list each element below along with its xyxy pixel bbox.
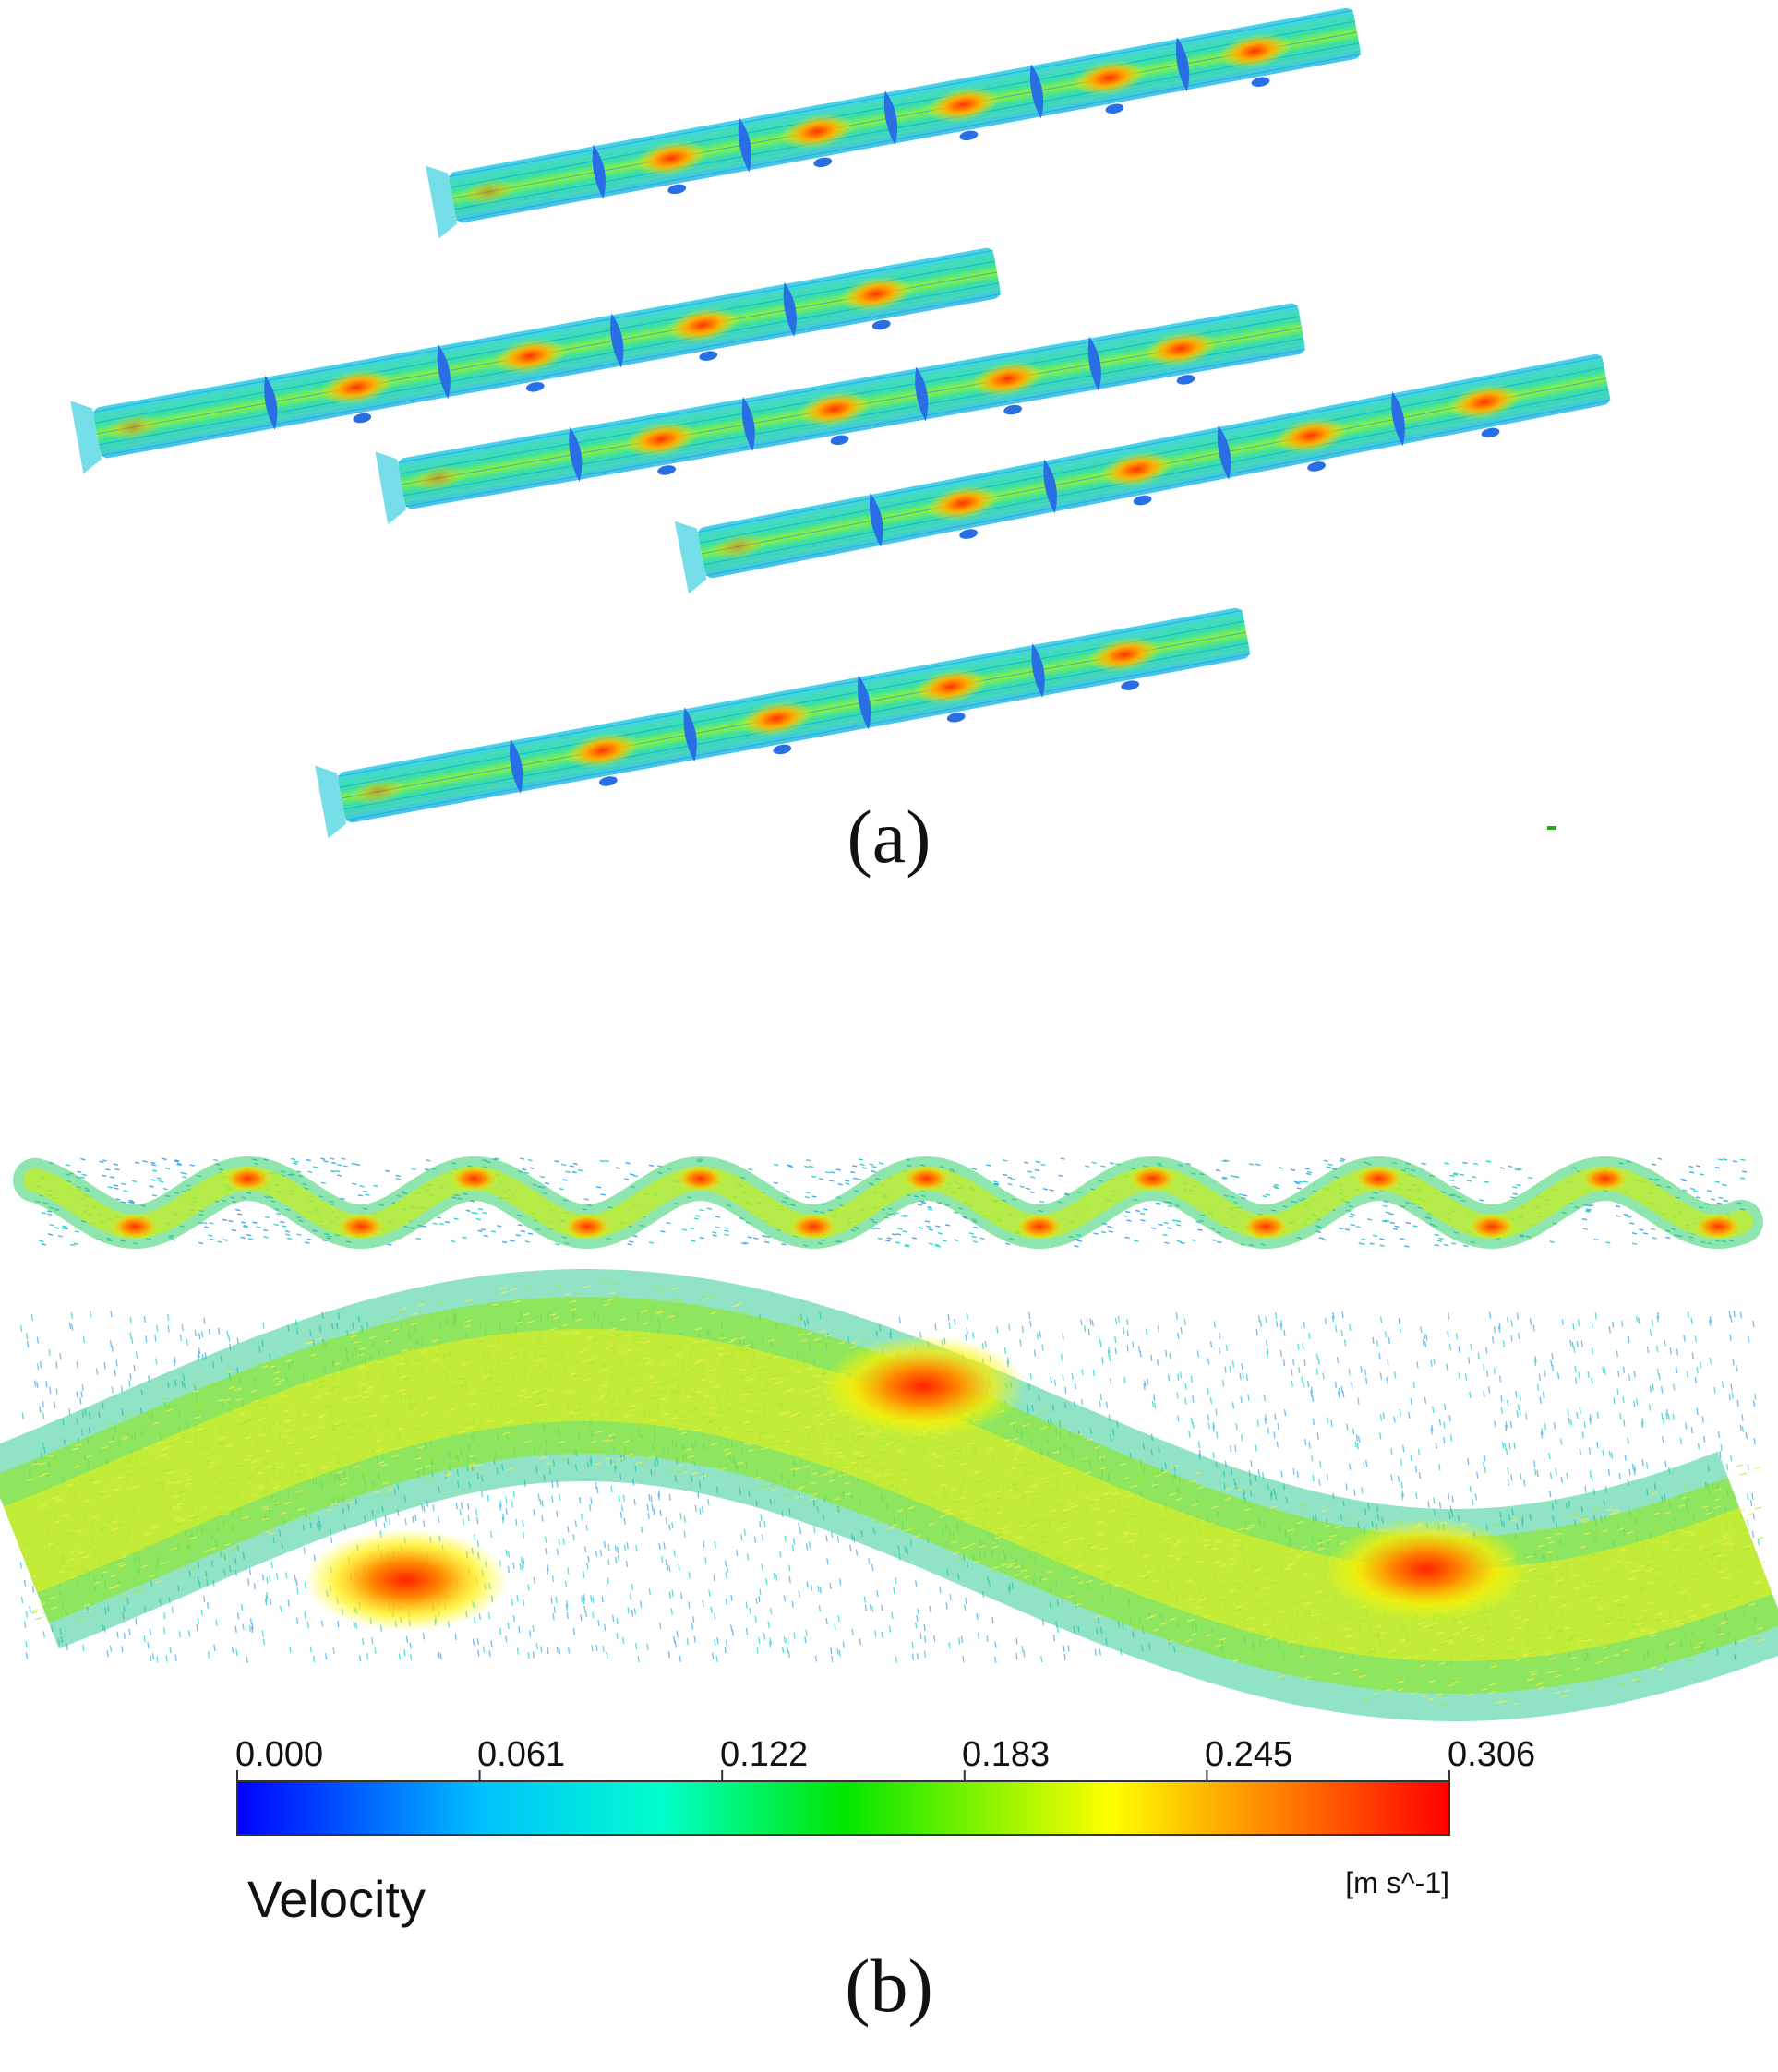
colorbar-ticks [236, 1770, 1450, 1781]
velocity-hotspot [1242, 1214, 1291, 1240]
colorbar-tick-label: 0.245 [1205, 1735, 1293, 1774]
velocity-hotspot [1580, 1166, 1629, 1192]
colorbar [236, 1780, 1450, 1836]
velocity-hotspot [1015, 1214, 1064, 1240]
colorbar-unit: [m s^-1] [1345, 1866, 1449, 1899]
colorbar-title: Velocity [247, 1870, 426, 1928]
tube [426, 7, 1362, 239]
baffle [915, 366, 929, 422]
velocity-hotspot [1468, 1214, 1517, 1240]
velocity-hotspot [337, 1214, 386, 1240]
baffle [1175, 37, 1190, 92]
baffle [1087, 336, 1101, 391]
colorbar-tick-label: 0.183 [962, 1735, 1051, 1774]
baffle [1217, 425, 1231, 480]
velocity-hotspot [676, 1166, 725, 1192]
panel-a-tube-array [0, 0, 1778, 923]
velocity-hotspot [789, 1214, 838, 1240]
velocity-hotspot [223, 1166, 272, 1192]
tube [375, 303, 1306, 525]
baffle [1391, 391, 1405, 447]
baffle [857, 675, 871, 730]
velocity-hotspot [822, 1335, 1025, 1437]
upper-vector-strip [13, 1156, 1763, 1250]
baffle [437, 344, 451, 400]
baffle [869, 493, 883, 547]
caption-b: (b) [845, 1944, 933, 2028]
velocity-hotspot [563, 1214, 612, 1240]
velocity-hotspot [305, 1529, 508, 1631]
baffle [264, 375, 278, 430]
tube [674, 353, 1611, 594]
lower-vector-strip [0, 1269, 1778, 1721]
baffle [741, 397, 755, 452]
baffle [1031, 643, 1045, 699]
caption-a: (a) [847, 795, 931, 879]
velocity-hotspot [1128, 1166, 1177, 1192]
colorbar-tick-label: 0.000 [235, 1735, 324, 1774]
baffle [569, 426, 583, 482]
baffle [592, 144, 606, 199]
tube [315, 607, 1251, 839]
velocity-field-svg [0, 1156, 1778, 1836]
colorbar-tick-label: 0.306 [1448, 1735, 1536, 1774]
velocity-hotspot [1694, 1214, 1743, 1240]
baffle [683, 707, 697, 762]
velocity-hotspot [1325, 1518, 1528, 1620]
tube-array-svg [70, 7, 1611, 839]
velocity-hotspot [450, 1166, 499, 1192]
baffle [883, 90, 898, 146]
colorbar-tick-label: 0.122 [720, 1735, 809, 1774]
baffle [1043, 459, 1057, 514]
velocity-hotspot [902, 1166, 951, 1192]
panel-b-velocity-field [0, 1135, 1778, 2072]
baffle [783, 281, 797, 337]
tube [70, 247, 1002, 474]
baffle [610, 313, 624, 368]
baffle [510, 738, 523, 794]
baffle [738, 117, 752, 173]
baffle [1029, 64, 1044, 119]
colorbar-tick-label: 0.061 [477, 1735, 566, 1774]
velocity-hotspot [1354, 1166, 1403, 1192]
velocity-hotspot [111, 1214, 160, 1240]
